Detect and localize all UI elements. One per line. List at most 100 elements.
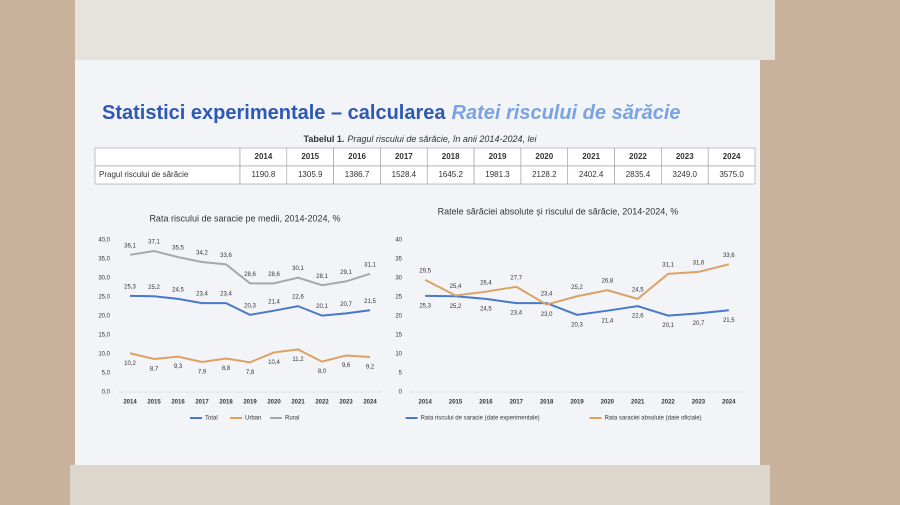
x-tick-label: 2021 [291,400,305,406]
table-value: 2835.4 [626,170,651,179]
y-tick-label: 0 [399,390,403,396]
x-tick-label: 2022 [315,400,329,406]
value-label: 31,1 [662,262,674,268]
value-label: 29,5 [419,268,431,274]
chart-title: Rata riscului de saracie pe medii, 2014-… [149,213,340,223]
value-label: 20,3 [244,303,256,309]
x-tick-label: 2014 [419,400,433,406]
value-label: 10,2 [124,361,136,367]
value-label: 25,2 [148,285,160,291]
value-label: 28,6 [268,272,280,278]
slide-title: Statistici experimentale – calcularea Rat… [102,102,681,124]
x-tick-label: 2024 [722,400,736,406]
value-label: 21,5 [364,299,376,305]
table-header: 2019 [489,152,507,161]
x-tick-label: 2023 [339,400,353,406]
value-label: 10,4 [268,360,280,366]
value-label: 27,7 [510,275,522,281]
value-label: 26,8 [602,279,614,285]
value-label: 8,8 [222,366,231,372]
value-label: 23,4 [541,292,553,298]
value-label: 24,5 [172,287,184,293]
value-label: 22,6 [292,295,304,301]
table-header: 2021 [582,152,600,161]
y-tick-label: 10 [395,352,402,358]
table-header: 2014 [255,152,273,161]
title-highlight: Ratei riscului de sărăcie [452,102,681,124]
y-tick-label: 40,0 [98,238,110,244]
y-tick-label: 15 [395,333,402,339]
value-label: 24,5 [480,306,492,312]
y-tick-label: 30,0 [98,276,110,282]
legend-label: Urban [245,416,261,422]
value-label: 34,2 [196,251,208,257]
series-line [129,348,371,364]
table-value: 1528.4 [392,170,417,179]
table-header: 2017 [395,152,413,161]
value-label: 23,0 [541,312,553,318]
y-tick-label: 40 [395,238,402,244]
y-tick-label: 5 [399,371,403,377]
value-label: 22,6 [632,314,644,320]
y-tick-label: 0,0 [102,390,111,396]
table-header: 2022 [629,152,647,161]
value-label: 20,7 [693,321,705,327]
series-line [424,263,730,306]
table-header: 2015 [301,152,319,161]
y-tick-label: 20,0 [98,314,110,320]
x-tick-label: 2023 [692,400,706,406]
table-value: 1645.2 [438,170,463,179]
table-header: 2024 [723,152,741,161]
value-label: 8,7 [150,367,159,373]
x-tick-label: 2014 [123,400,137,406]
y-tick-label: 30 [395,276,402,282]
y-tick-label: 10,0 [98,352,110,358]
x-tick-label: 2020 [267,400,281,406]
value-label: 37,1 [148,240,160,246]
value-label: 28,1 [316,274,328,280]
table-value: 1386.7 [345,170,370,179]
legend-label: Total [205,416,218,422]
value-label: 25,2 [571,285,583,291]
x-tick-label: 2017 [510,400,524,406]
value-label: 23,4 [510,311,522,317]
value-label: 23,4 [220,292,232,298]
value-label: 29,1 [340,270,352,276]
caption-label: Tabelul 1. [304,134,345,144]
x-tick-label: 2017 [195,400,209,406]
value-label: 35,5 [172,246,184,252]
series-line [425,294,729,317]
value-label: 20,3 [571,322,583,328]
caption-text: Pragul riscului de sărăcie, în anii 2014… [347,134,537,144]
value-label: 20,7 [340,302,352,308]
legend-label: Rata saraciei absolute (date oficiale) [605,416,702,422]
value-label: 33,6 [220,253,232,259]
value-label: 33,6 [723,253,735,259]
table-header: 2023 [676,152,694,161]
table-value: 3575.0 [719,170,744,179]
legend-label: Rata riscului de saracie (date experimen… [421,416,540,422]
value-label: 25,2 [450,304,462,310]
table-header: 2016 [348,152,366,161]
legend-label: Rural [285,416,299,422]
table-value: 1981.3 [485,170,510,179]
value-label: 8,0 [318,369,327,375]
value-label: 26,4 [480,280,492,286]
y-tick-label: 25,0 [98,295,110,301]
table-cell [707,165,756,185]
x-tick-label: 2019 [243,400,257,406]
table-value: 3249.0 [673,170,698,179]
value-label: 7,9 [198,370,207,376]
x-tick-label: 2021 [631,400,645,406]
y-tick-label: 35 [395,257,402,263]
value-label: 7,8 [246,370,255,376]
x-tick-label: 2018 [219,400,233,406]
title-main: Statistici experimentale – calcularea [102,102,446,124]
x-tick-label: 2020 [601,400,615,406]
table-cell [94,147,241,167]
x-tick-label: 2022 [661,400,675,406]
x-tick-label: 2019 [570,400,584,406]
series-line [129,250,371,287]
value-label: 21,4 [602,318,614,324]
